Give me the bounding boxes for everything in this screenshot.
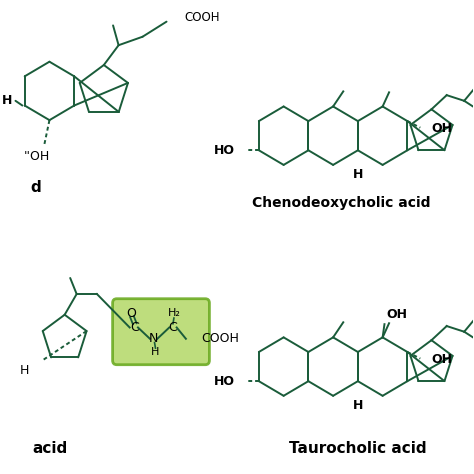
Text: C: C xyxy=(169,321,177,334)
Text: Chenodeoxycholic acid: Chenodeoxycholic acid xyxy=(252,196,430,210)
Text: HO: HO xyxy=(214,374,235,388)
Text: OH: OH xyxy=(431,353,452,366)
Text: N: N xyxy=(149,332,158,345)
Text: C: C xyxy=(130,321,138,334)
Text: OH: OH xyxy=(386,308,407,321)
Text: H: H xyxy=(20,364,29,377)
Text: H: H xyxy=(1,94,12,107)
FancyBboxPatch shape xyxy=(113,299,210,365)
Text: O: O xyxy=(127,307,137,320)
Text: H: H xyxy=(151,347,160,357)
Text: d: d xyxy=(30,180,41,195)
Text: H₂: H₂ xyxy=(167,309,180,319)
Text: OH: OH xyxy=(431,122,452,135)
Text: acid: acid xyxy=(32,441,68,456)
Text: H: H xyxy=(353,168,363,181)
Text: COOH: COOH xyxy=(184,11,219,24)
Text: HO: HO xyxy=(214,144,235,157)
Text: COOH: COOH xyxy=(201,332,239,345)
Text: Taurocholic acid: Taurocholic acid xyxy=(289,441,426,456)
Text: ''OH: ''OH xyxy=(24,150,50,164)
Text: H: H xyxy=(353,399,363,412)
